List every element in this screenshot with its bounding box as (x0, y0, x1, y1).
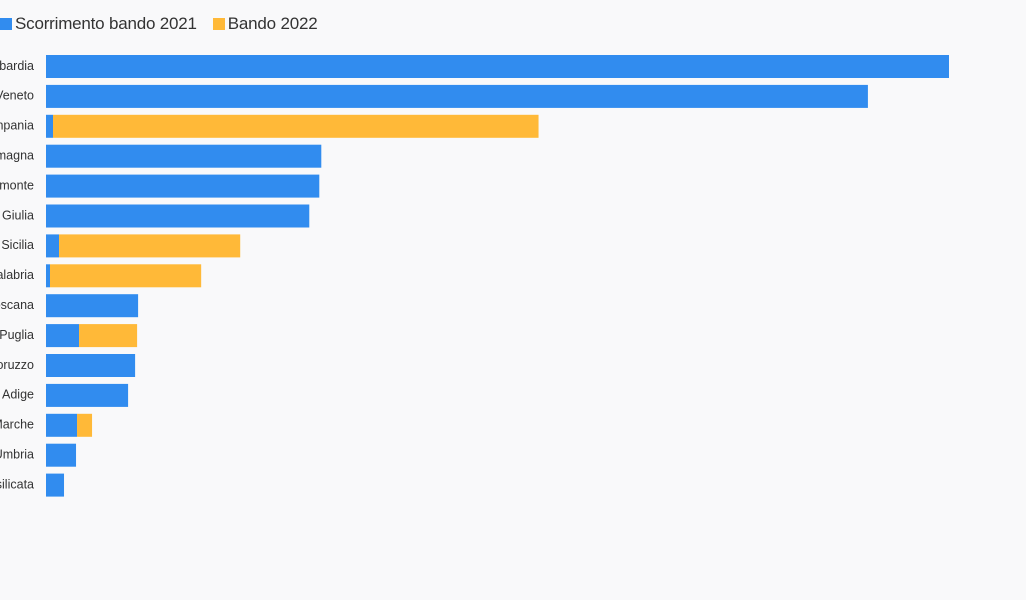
bar-segment-2021[interactable] (46, 354, 136, 377)
bar-segment-2021[interactable] (46, 473, 65, 497)
category-label: Giulia (2, 208, 34, 222)
bar-segment-2022[interactable] (53, 114, 539, 138)
legend-item-2021[interactable]: Scorrimento bando 2021 (0, 14, 197, 34)
bar-segment-2021[interactable] (46, 234, 60, 258)
bar-segment-2021[interactable] (46, 324, 80, 348)
category-label: magna (0, 148, 34, 162)
legend-item-2022[interactable]: Bando 2022 (212, 14, 318, 34)
bar-segment-2021[interactable] (46, 264, 51, 288)
category-label: Adige (2, 388, 34, 402)
legend-label-2021: Scorrimento bando 2021 (15, 14, 197, 33)
bar-segment-2021[interactable] (46, 84, 868, 108)
category-label: alabria (0, 268, 34, 282)
legend-label-2022: Bando 2022 (227, 14, 318, 33)
bar-segment-2021[interactable] (46, 174, 320, 198)
bar-segment-2022[interactable] (50, 264, 202, 288)
category-label: Marche (0, 418, 34, 432)
bar-segment-2022[interactable] (59, 234, 241, 258)
legend-swatch-2022 (212, 18, 225, 30)
bar-segment-2022[interactable] (79, 324, 138, 348)
bar-segment-2021[interactable] (46, 204, 310, 228)
category-label: Umbria (0, 447, 34, 461)
bar-segment-2021[interactable] (46, 383, 129, 407)
category-label: silicata (0, 477, 34, 491)
category-label: monte (0, 178, 34, 192)
bar-segment-2021[interactable] (46, 294, 139, 318)
category-label: Puglia (0, 328, 34, 342)
bar-segment-2021[interactable] (46, 144, 322, 168)
legend: Scorrimento bando 2021 Bando 2022 (0, 13, 333, 35)
category-label: oruzzo (0, 358, 34, 372)
category-label: Sicilia (1, 238, 34, 252)
bar-segment-2021[interactable] (46, 443, 77, 467)
category-label: Veneto (0, 89, 34, 103)
bar-segment-2021[interactable] (46, 114, 54, 138)
bar-segment-2022[interactable] (77, 413, 93, 437)
bar-segment-2021[interactable] (46, 413, 78, 437)
legend-swatch-2021 (0, 18, 12, 30)
category-label: oscana (0, 298, 34, 312)
category-label: npania (0, 119, 34, 133)
bar-segment-2021[interactable] (46, 55, 949, 78)
category-label: bardia (0, 59, 34, 73)
